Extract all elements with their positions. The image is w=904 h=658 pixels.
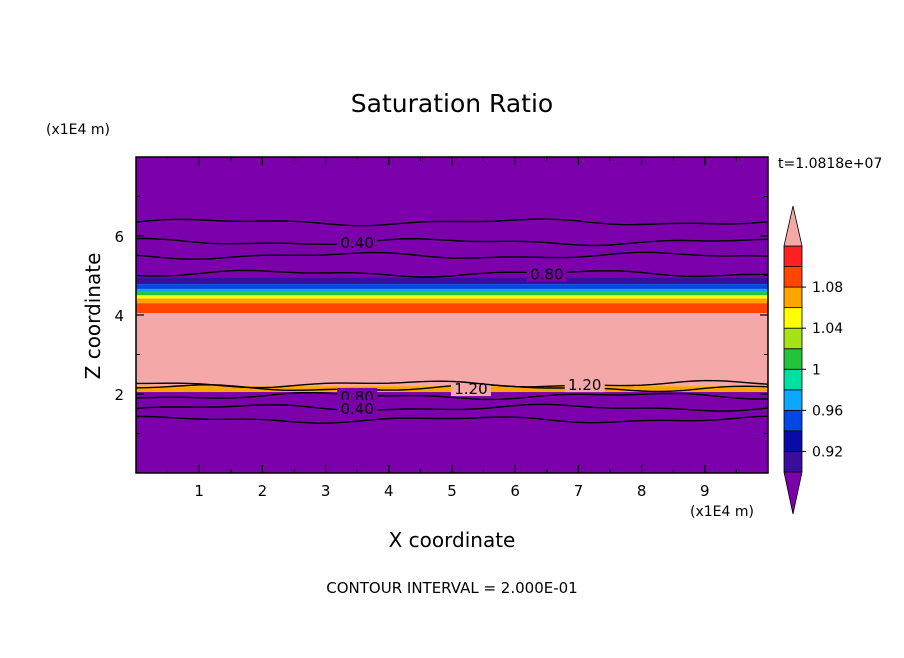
y-tick-label-6: 6 bbox=[114, 228, 124, 246]
colorbar-segment-9 bbox=[783, 266, 803, 288]
x-tick-label-4: 4 bbox=[384, 482, 394, 500]
colorbar-tick-label-2: 1 bbox=[812, 362, 821, 378]
colorbar-tick-label-1: 0.96 bbox=[812, 403, 843, 419]
colorbar-over-triangle bbox=[783, 205, 803, 247]
contour-line-1 bbox=[135, 237, 769, 247]
contour-label-4: 1.20 bbox=[454, 380, 487, 398]
colorbar-segment-0 bbox=[783, 451, 803, 473]
x-tick-label-3: 3 bbox=[321, 482, 331, 500]
colorbar-segment-2 bbox=[783, 409, 803, 432]
contour-interval-note: CONTOUR INTERVAL = 2.000E-01 bbox=[326, 579, 577, 597]
chart-title: Saturation Ratio bbox=[351, 89, 553, 118]
y-tick-label-4: 4 bbox=[114, 307, 124, 325]
y-units-label: (x1E4 m) bbox=[46, 122, 110, 138]
contour-line-8 bbox=[136, 415, 769, 424]
colorbar-segment-5 bbox=[783, 348, 803, 370]
axes: 1 2 3 4 5 6 7 8 9 2 4 6 bbox=[114, 156, 769, 500]
x-tick-label-1: 1 bbox=[194, 482, 204, 500]
y-tick-label-2: 2 bbox=[114, 386, 124, 404]
plot-area: 0.400.801.20 1.200.800.40 bbox=[135, 157, 769, 473]
x-tick-label-8: 8 bbox=[637, 482, 647, 500]
contour-line-3 bbox=[135, 269, 769, 278]
y-axis-label: Z coordinate bbox=[81, 253, 105, 380]
contour-label-1: 0.40 bbox=[340, 234, 373, 252]
band-0 bbox=[136, 392, 768, 473]
x-tick-label-6: 6 bbox=[510, 482, 520, 500]
contour-line-6 bbox=[135, 392, 769, 401]
colorbar-tick-label-0: 0.92 bbox=[812, 444, 843, 460]
time-label: t=1.0818e+07 bbox=[778, 156, 882, 172]
colorbar-segment-10 bbox=[783, 245, 803, 267]
contour-label-bg-5 bbox=[564, 376, 605, 393]
band-9 bbox=[136, 277, 768, 285]
colorbar-segment-3 bbox=[783, 389, 803, 411]
contour-line-7 bbox=[135, 403, 769, 412]
band-8 bbox=[136, 284, 768, 289]
colorbar-under-triangle bbox=[783, 471, 803, 515]
contour-line-5 bbox=[136, 379, 769, 389]
band-4 bbox=[136, 298, 768, 304]
x-tick-label-2: 2 bbox=[258, 482, 268, 500]
contour-label-3: 0.80 bbox=[530, 266, 563, 284]
band-2 bbox=[136, 313, 768, 387]
contour-label-bg-3 bbox=[526, 265, 567, 282]
x-tick-label-9: 9 bbox=[700, 482, 710, 500]
contour-label-5: 1.20 bbox=[568, 376, 601, 394]
colorbar-segment-4 bbox=[783, 368, 803, 391]
contour-line-2 bbox=[135, 251, 769, 260]
contour-label-bg-7 bbox=[337, 399, 378, 416]
x-tick-label-5: 5 bbox=[447, 482, 457, 500]
contour-label-7: 0.40 bbox=[340, 400, 373, 418]
colorbar-segment-8 bbox=[783, 286, 803, 309]
colorbar-segment-1 bbox=[783, 430, 803, 452]
colorbar-tick-label-4: 1.08 bbox=[812, 280, 843, 296]
x-tick-label-7: 7 bbox=[574, 482, 584, 500]
colorbar: 0.92 0.96 1 1.04 1.08 bbox=[783, 205, 843, 515]
band-3 bbox=[136, 303, 768, 314]
colorbar-tick-label-3: 1.04 bbox=[812, 321, 843, 337]
band-5 bbox=[136, 295, 768, 299]
x-units-label: (x1E4 m) bbox=[690, 504, 754, 520]
contour-line-0 bbox=[135, 218, 769, 227]
band-6 bbox=[136, 292, 768, 296]
band-7 bbox=[136, 288, 768, 293]
x-axis-label: X coordinate bbox=[389, 528, 516, 552]
colorbar-segment-7 bbox=[783, 307, 803, 329]
contour-label-bg-1 bbox=[337, 233, 378, 250]
colorbar-segment-6 bbox=[783, 327, 803, 350]
band-10 bbox=[136, 157, 768, 278]
